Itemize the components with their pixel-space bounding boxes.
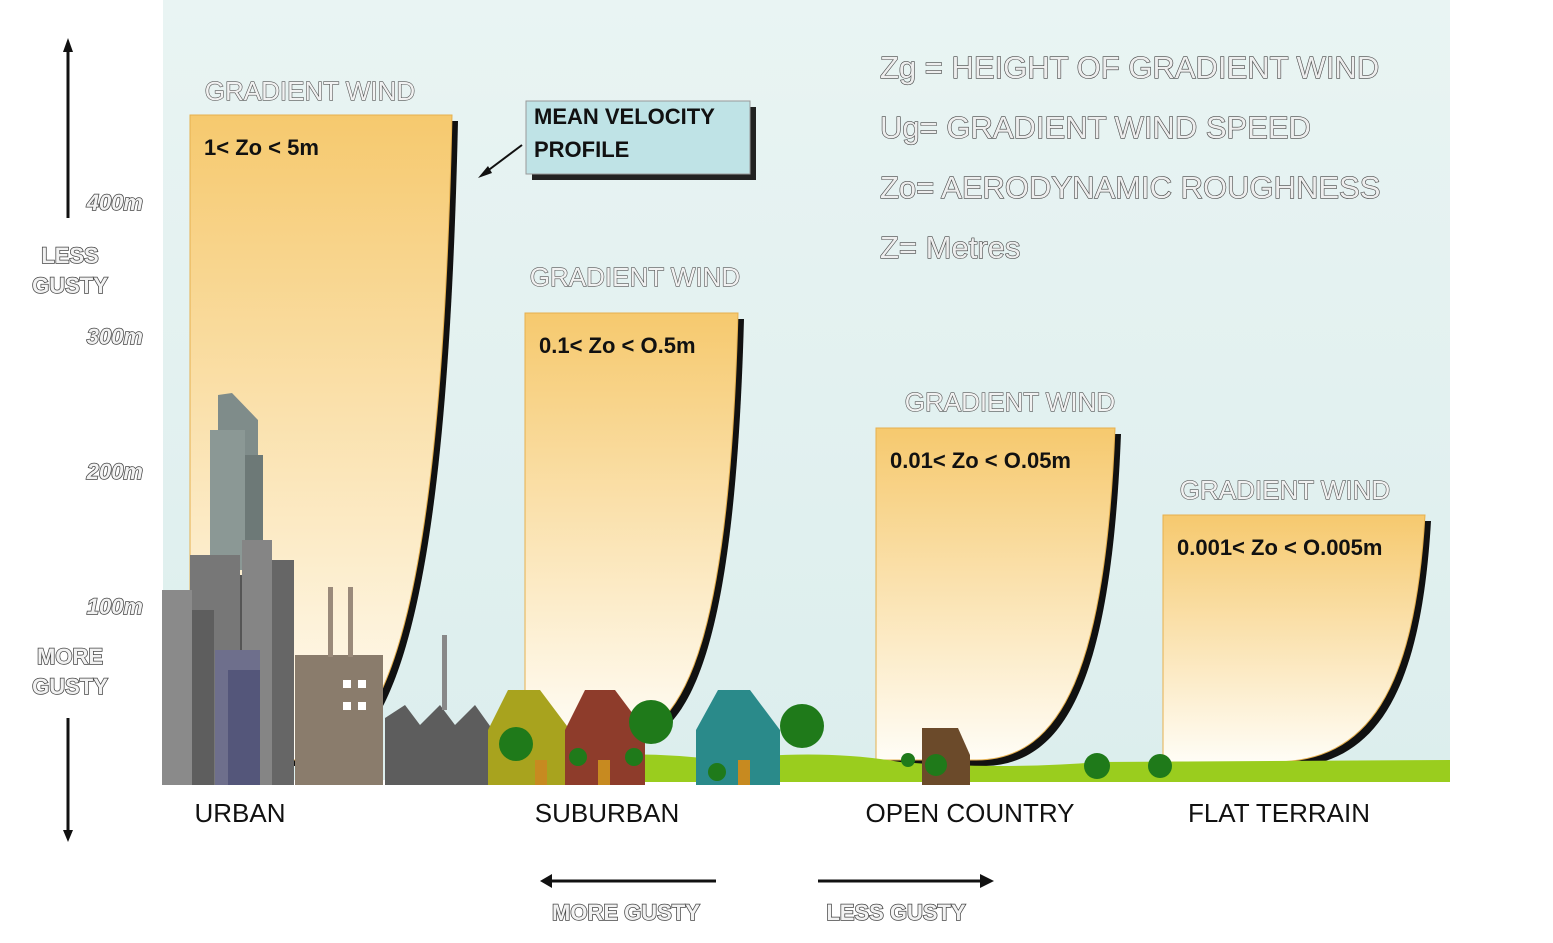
legend-item: Zo= AERODYNAMIC ROUGHNESS: [880, 170, 1380, 205]
gradient-wind-label: GRADIENT WIND: [905, 387, 1115, 417]
terrain-label: FLAT TERRAIN: [1188, 798, 1370, 828]
profiles: GRADIENT WIND 1< Zo < 5m GRADIENT WIND 0.1<…: [189, 75, 1431, 768]
gust-label: MORE: [37, 644, 103, 669]
callout-text: MEAN VELOCITY: [534, 104, 715, 129]
roughness-label: 0.1< Zo < O.5m: [539, 333, 696, 358]
gradient-wind-label: GRADIENT WIND: [530, 262, 740, 292]
height-label: 300m: [87, 324, 143, 349]
terrain-label: OPEN COUNTRY: [866, 798, 1075, 828]
legend-item: Zg = HEIGHT OF GRADIENT WIND: [880, 50, 1379, 85]
callout-text: PROFILE: [534, 137, 629, 162]
legend-item: Ug= GRADIENT WIND SPEED: [880, 110, 1311, 145]
urban-buildings: [162, 393, 500, 785]
roughness-label: 0.001< Zo < O.005m: [1177, 535, 1382, 560]
gust-label: LESS GUSTY: [826, 900, 966, 925]
roughness-label: 0.01< Zo < O.05m: [890, 448, 1071, 473]
gradient-wind-label: GRADIENT WIND: [1180, 475, 1390, 505]
height-label: 200m: [86, 459, 143, 484]
legend-item: Z= Metres: [880, 230, 1020, 265]
gust-label: GUSTY: [32, 273, 108, 298]
gust-label: LESS: [41, 243, 98, 268]
height-axis: 400m 300m 200m 100m LESS GUSTY MORE GUST…: [31, 38, 144, 842]
roughness-label: 1< Zo < 5m: [204, 135, 319, 160]
height-label: 400m: [86, 190, 143, 215]
callout: MEAN VELOCITY PROFILE: [478, 100, 756, 180]
height-label: 100m: [87, 594, 143, 619]
legend: Zg = HEIGHT OF GRADIENT WIND Ug= GRADIEN…: [879, 49, 1381, 265]
gust-label: GUSTY: [32, 674, 108, 699]
houses-trees: [488, 690, 1172, 785]
gust-label: MORE GUSTY: [552, 900, 700, 925]
terrain-label: SUBURBAN: [535, 798, 679, 828]
gust-arrows: MORE GUSTY LESS GUSTY: [540, 874, 994, 926]
gradient-wind-label: GRADIENT WIND: [205, 76, 415, 106]
velocity-profile: [875, 427, 1116, 761]
terrain-label: URBAN: [194, 798, 285, 828]
